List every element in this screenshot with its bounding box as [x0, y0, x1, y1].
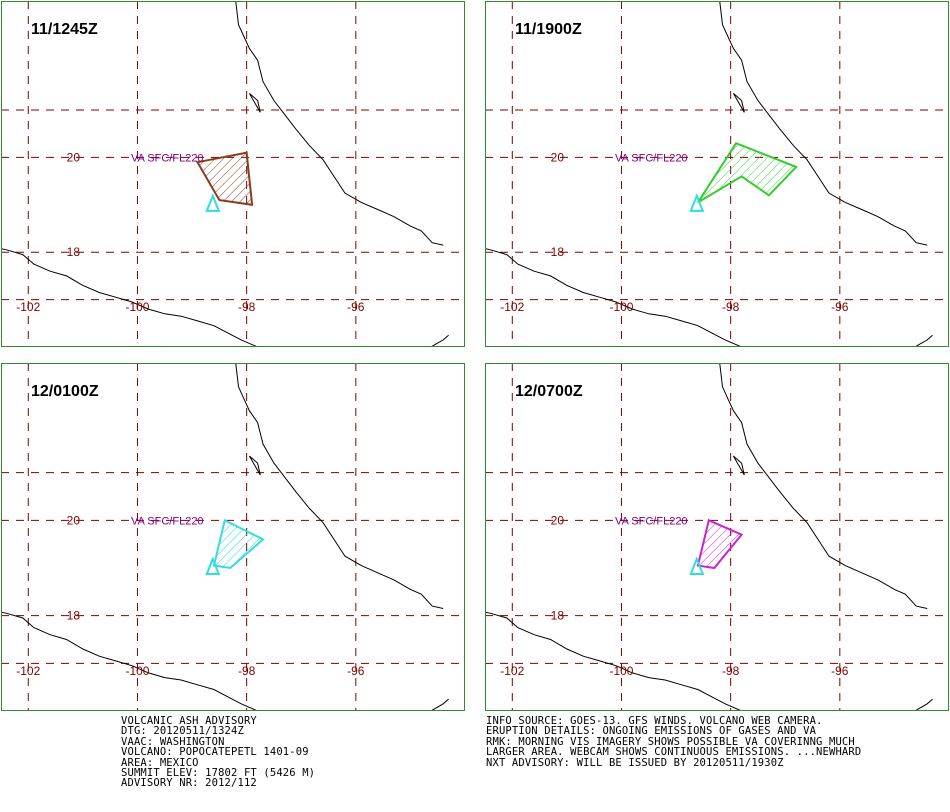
- map-panel-2: -102 -100 -98 -96 20 18 VA SFC/FL220 11/1900Z: [485, 1, 949, 347]
- coastline: [913, 698, 933, 711]
- lon-tick-label: -102: [16, 664, 40, 678]
- coastline: [485, 248, 746, 347]
- ash-cloud-polygon: [696, 518, 744, 570]
- lon-tick-label: -96: [831, 664, 849, 678]
- volcano-triangle-icon: [689, 193, 705, 212]
- lon-tick-label: -98: [722, 300, 740, 314]
- coastline: [1, 611, 262, 711]
- panel-frame: [485, 363, 949, 711]
- advisory-header-text: VOLCANIC ASH ADVISORY DTG: 20120511/1324…: [121, 715, 316, 790]
- coastline: [1, 248, 262, 347]
- panel-frame: [485, 1, 949, 347]
- lon-tick-label: -96: [831, 300, 849, 314]
- lon-tick-label: -96: [347, 300, 365, 314]
- coastline: [248, 455, 261, 476]
- coastline: [248, 93, 261, 113]
- forecast-time-title: 11/1245Z: [31, 21, 98, 38]
- forecast-time-title: 12/0100Z: [31, 383, 99, 400]
- ash-cloud-polygon: [212, 518, 265, 570]
- lon-tick-label: -98: [238, 300, 256, 314]
- lon-tick-label: -100: [125, 664, 149, 678]
- coastline: [719, 363, 928, 609]
- coastline: [235, 363, 444, 609]
- lon-tick-label: -98: [722, 664, 740, 678]
- va-level-label: VA SFC/FL220: [615, 515, 688, 527]
- lon-tick-label: -98: [238, 664, 256, 678]
- coastline: [235, 1, 444, 246]
- lon-tick-label: -102: [500, 300, 524, 314]
- lon-tick-label: -102: [16, 300, 40, 314]
- coastline: [429, 698, 449, 711]
- lon-tick-label: -100: [609, 664, 633, 678]
- lat-tick-label: 18: [67, 245, 81, 259]
- va-level-label: VA SFC/FL220: [615, 152, 688, 164]
- ash-cloud-polygon: [697, 141, 798, 204]
- lat-tick-label: 18: [67, 609, 81, 623]
- va-level-label: VA SFC/FL220: [131, 152, 204, 164]
- volcano-triangle-icon: [689, 556, 705, 576]
- lon-tick-label: -102: [500, 664, 524, 678]
- lat-tick-label: 20: [551, 150, 565, 164]
- map-panel-1: -102 -100 -98 -96 20 18 VA SFC/FL220 11/1245Z: [1, 1, 465, 347]
- coastline: [913, 334, 933, 347]
- map-panel-3: -102 -100 -98 -96 20 18 VA SFC/FL220 12/0100Z: [1, 363, 465, 711]
- lon-tick-label: -100: [609, 300, 633, 314]
- lon-tick-label: -100: [125, 300, 149, 314]
- advisory-remarks-text: INFO SOURCE: GOES-13. GFS WINDS. VOLCANO…: [486, 715, 862, 769]
- lat-tick-label: 18: [551, 609, 565, 623]
- coastline: [732, 455, 745, 476]
- map-panel-4: -102 -100 -98 -96 20 18 VA SFC/FL220 12/0700Z: [485, 363, 949, 711]
- coastline: [719, 1, 928, 246]
- lat-tick-label: 20: [551, 513, 565, 527]
- coastline: [429, 334, 449, 347]
- coastline: [485, 611, 746, 711]
- lon-tick-label: -96: [347, 664, 365, 678]
- volcano-triangle-icon: [205, 193, 221, 212]
- forecast-time-title: 11/1900Z: [515, 21, 582, 38]
- volcano-triangle-icon: [205, 556, 221, 576]
- va-level-label: VA SFC/FL220: [131, 515, 204, 527]
- forecast-time-title: 12/0700Z: [515, 383, 583, 400]
- panel-frame: [1, 363, 465, 711]
- lat-tick-label: 20: [67, 150, 81, 164]
- panel-frame: [1, 1, 465, 347]
- ash-cloud-polygon: [195, 151, 254, 206]
- lat-tick-label: 20: [67, 513, 81, 527]
- lat-tick-label: 18: [551, 245, 565, 259]
- coastline: [732, 93, 745, 113]
